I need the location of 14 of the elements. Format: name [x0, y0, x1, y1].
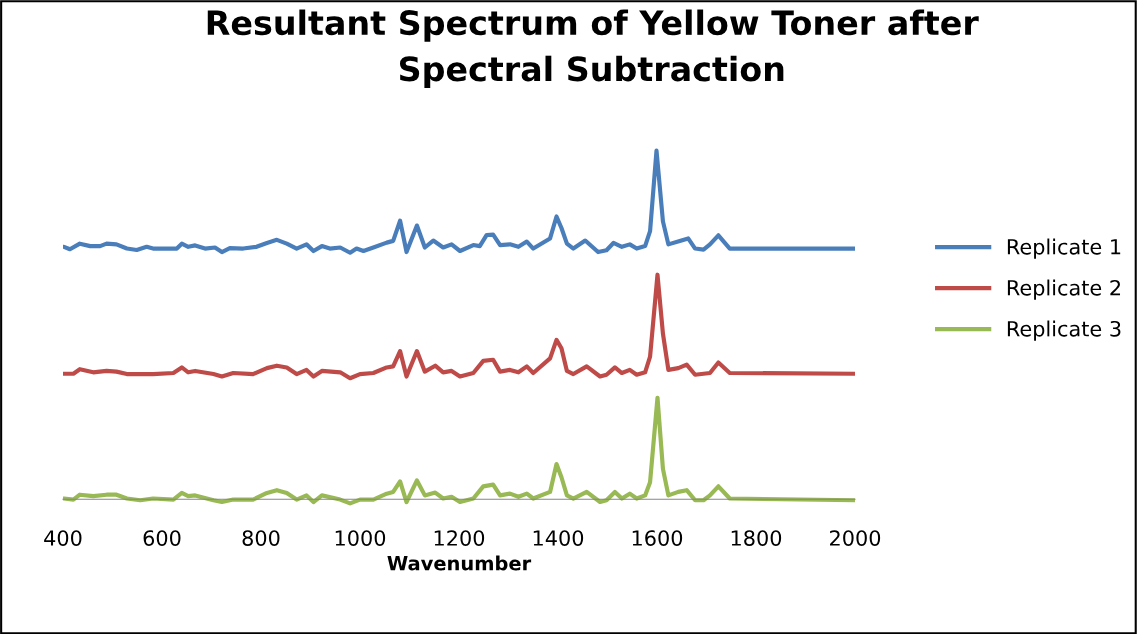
x-tick-label: 1600 — [632, 530, 683, 546]
x-tick-label: 1800 — [731, 530, 782, 546]
x-tick-label: 1400 — [533, 530, 584, 546]
chart-title: Resultant Spectrum of Yellow Toner after Spectral Subtraction — [207, 9, 979, 88]
x-tick-label: 2000 — [830, 530, 881, 546]
legend-label: Replicate 3 — [1007, 320, 1121, 341]
x-axis-title: Wavenumber — [387, 555, 532, 571]
legend-label: Replicate 2 — [1007, 279, 1121, 300]
legend-label: Replicate 1 — [1007, 238, 1121, 259]
x-tick-label: 600 — [143, 530, 181, 546]
x-tick-label: 1000 — [335, 530, 386, 546]
x-tick-label: 800 — [242, 530, 280, 546]
x-tick-label: 1200 — [434, 530, 485, 546]
x-tick-label: 400 — [44, 530, 82, 546]
